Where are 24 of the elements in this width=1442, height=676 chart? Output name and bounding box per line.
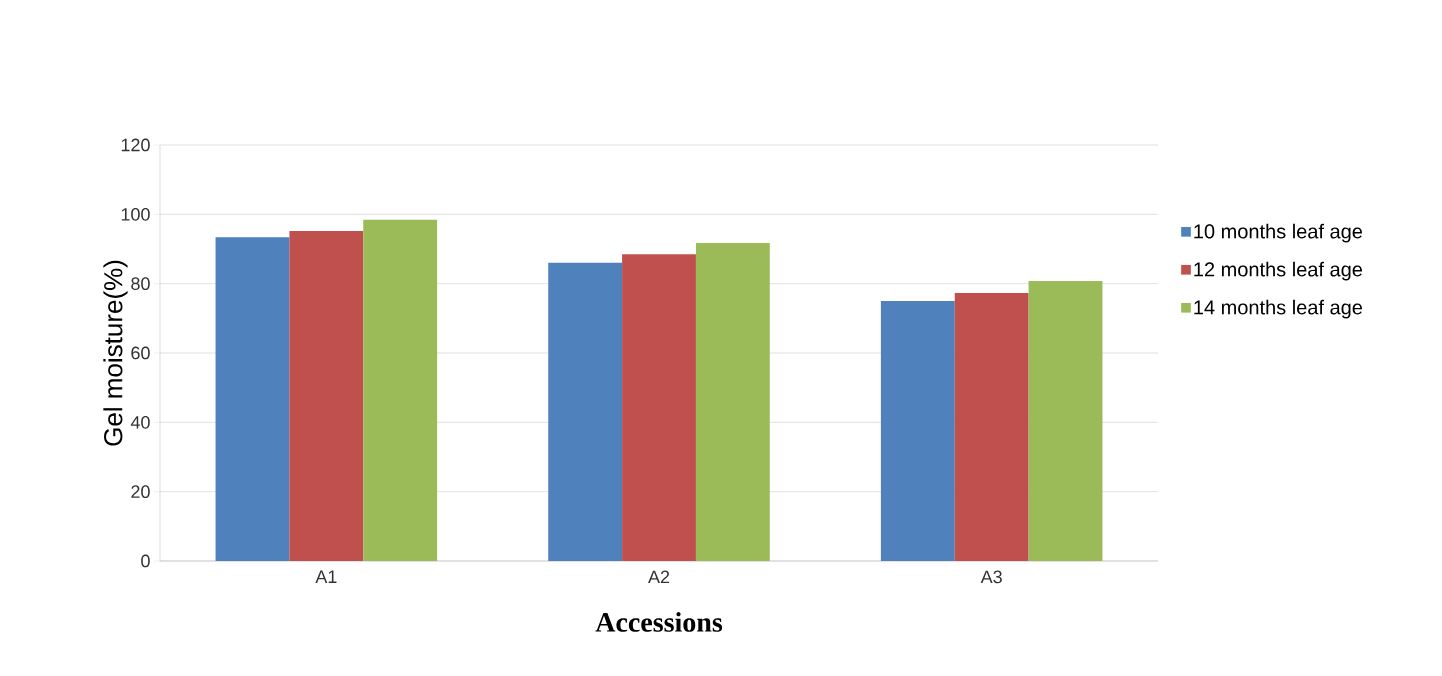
x-tick-label: A2	[648, 570, 670, 584]
x-tick-label: A3	[980, 570, 1002, 584]
y-tick-label: 80	[131, 277, 150, 291]
bar	[622, 254, 696, 561]
bar	[548, 262, 623, 561]
bar	[1028, 280, 1103, 561]
y-tick-label: 20	[131, 485, 150, 499]
legend-label: 10 months leaf age	[1194, 223, 1363, 243]
bar	[954, 293, 1029, 561]
bar	[289, 230, 364, 561]
x-tick-label: A1	[315, 570, 337, 583]
bar	[880, 300, 955, 561]
x-axis-title: Accessions	[595, 612, 723, 632]
y-axis-title: Gel moisture(%)	[103, 260, 128, 446]
y-tick-label: 60	[131, 346, 150, 360]
bar	[215, 237, 290, 561]
bar	[695, 243, 770, 561]
legend-label: 12 months leaf age	[1194, 261, 1363, 281]
y-tick-label: 120	[121, 138, 150, 152]
y-tick-label: 100	[121, 207, 150, 221]
legend-label: 14 months leaf age	[1194, 299, 1363, 319]
bar	[363, 219, 438, 561]
y-tick-label: 40	[130, 415, 150, 429]
y-tick-label: 0	[141, 554, 150, 568]
